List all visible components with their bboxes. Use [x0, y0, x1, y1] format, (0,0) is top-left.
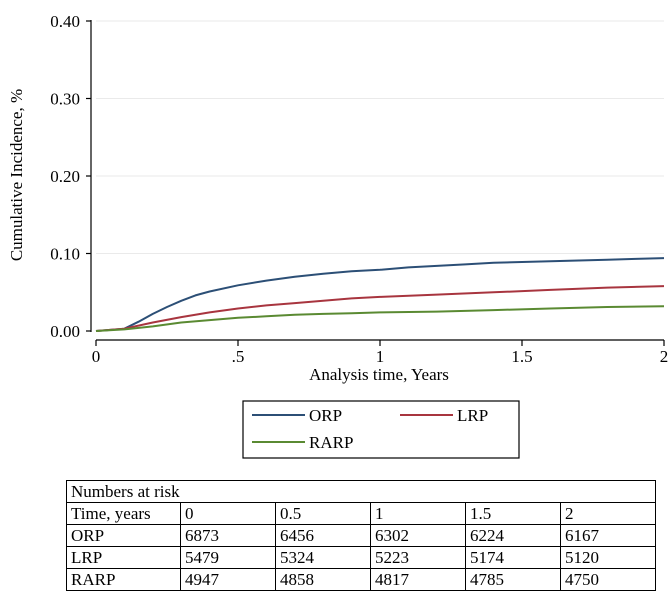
risk-table-caption: Numbers at risk — [66, 480, 656, 503]
risk-table-cell: 2 — [560, 502, 656, 525]
risk-table-cell: 5174 — [465, 546, 561, 569]
risk-table-cell: 4817 — [370, 568, 466, 591]
y-tick-label: 0.30 — [50, 90, 80, 109]
x-tick-label: .5 — [232, 347, 245, 366]
x-axis-ticks: 0 .5 1 1.5 2 — [92, 340, 669, 366]
risk-table-cell: 6456 — [275, 524, 371, 547]
risk-table-row-label: ORP — [66, 524, 181, 547]
series-line-rarp — [95, 305, 665, 332]
cumulative-incidence-chart: 0.00 0.10 0.20 0.30 0.40 0 .5 1 1.5 2 Cumulative… — [7, 12, 669, 459]
risk-table-cell: 4858 — [275, 568, 371, 591]
legend-box — [242, 400, 520, 459]
legend-label-orp: ORP — [309, 406, 342, 425]
numbers-at-risk-body: Numbers at risk Time, years 0 0.5 1 1.5 2 ORP 6… — [66, 480, 656, 591]
legend-label-lrp: LRP — [457, 406, 488, 425]
legend: ORP LRP RARP — [242, 400, 520, 459]
x-tick-label: 0 — [92, 347, 101, 366]
risk-table-cell: 1 — [370, 502, 466, 525]
legend-label-rarp: RARP — [309, 433, 353, 452]
numbers-at-risk-table: Numbers at risk Time, years 0 0.5 1 1.5 2 ORP 6… — [66, 480, 656, 591]
risk-table-cell: 5223 — [370, 546, 466, 569]
risk-table-caption-row: Numbers at risk — [66, 480, 656, 503]
risk-table-cell: 6224 — [465, 524, 561, 547]
y-tick-label: 0.20 — [50, 167, 80, 186]
risk-table-cell: 1.5 — [465, 502, 561, 525]
x-tick-label: 1.5 — [511, 347, 532, 366]
axes — [90, 20, 664, 341]
risk-table-cell: 4785 — [465, 568, 561, 591]
risk-table-cell: 4947 — [180, 568, 276, 591]
risk-table-cell: 6302 — [370, 524, 466, 547]
risk-table-row-label: LRP — [66, 546, 181, 569]
risk-table-row: ORP 6873 6456 6302 6224 6167 — [66, 524, 656, 547]
y-axis-label: Cumulative Incidence, % — [7, 89, 26, 261]
series-line-orp — [95, 257, 665, 332]
risk-table-cell: 5324 — [275, 546, 371, 569]
risk-table-cell: 0 — [180, 502, 276, 525]
risk-table-cell: 5479 — [180, 546, 276, 569]
risk-table-row-label: RARP — [66, 568, 181, 591]
risk-table-row: LRP 5479 5324 5223 5174 5120 — [66, 546, 656, 569]
grid-lines — [96, 20, 664, 254]
x-axis-label: Analysis time, Years — [309, 365, 449, 384]
x-tick-label: 2 — [660, 347, 669, 366]
risk-table-row: RARP 4947 4858 4817 4785 4750 — [66, 568, 656, 591]
y-tick-label: 0.40 — [50, 12, 80, 31]
y-tick-label: 0.00 — [50, 322, 80, 341]
risk-table-cell: 6873 — [180, 524, 276, 547]
y-tick-label: 0.10 — [50, 245, 80, 264]
x-tick-label: 1 — [376, 347, 385, 366]
series-line-lrp — [95, 285, 665, 332]
risk-table-cell: 5120 — [560, 546, 656, 569]
risk-table-cell: 4750 — [560, 568, 656, 591]
risk-table-cell: 6167 — [560, 524, 656, 547]
risk-table-header-row: Time, years 0 0.5 1 1.5 2 — [66, 502, 656, 525]
risk-table-cell: 0.5 — [275, 502, 371, 525]
series-lines — [95, 257, 665, 332]
risk-table-row-label: Time, years — [66, 502, 181, 525]
y-axis-ticks: 0.00 0.10 0.20 0.30 0.40 — [50, 12, 91, 341]
